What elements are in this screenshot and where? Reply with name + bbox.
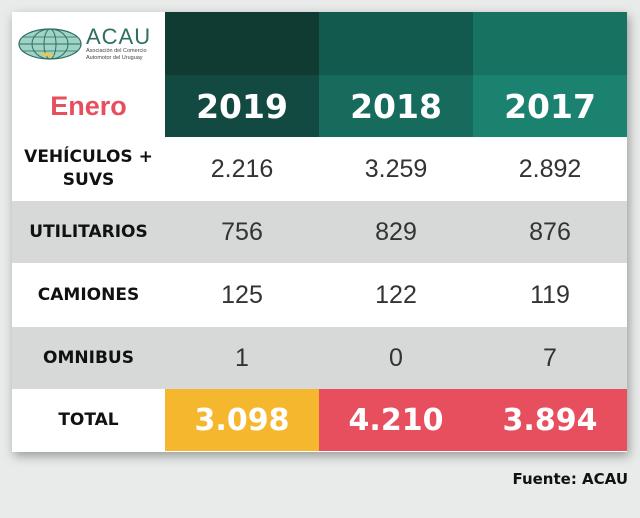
cell-value: 2.216	[210, 154, 274, 183]
year-header-2019: 2019	[165, 75, 319, 137]
table-cell: 2.892	[473, 137, 627, 201]
table-cell: 7	[473, 327, 627, 389]
row-label-line1: VEHÍCULOS +	[24, 147, 153, 168]
row-label-cell: CAMIONES	[12, 263, 165, 327]
row-label: VEHÍCULOS + SUVS	[24, 146, 153, 192]
total-label-cell: TOTAL	[12, 389, 165, 451]
row-label: CAMIONES	[37, 284, 140, 305]
total-cell-2019: 3.098	[165, 389, 319, 451]
table-cell: 0	[319, 327, 473, 389]
table-cell: 125	[165, 263, 319, 327]
total-label: TOTAL	[58, 409, 119, 430]
header-top-2018	[319, 12, 473, 75]
data-table-card: ACAU Asociación del Comercio Automotor d…	[12, 12, 627, 452]
table-cell: 1	[165, 327, 319, 389]
data-table: ACAU Asociación del Comercio Automotor d…	[12, 12, 627, 452]
cell-value: 3.259	[364, 154, 428, 183]
table-cell: 876	[473, 201, 627, 263]
total-value: 3.894	[502, 402, 598, 438]
row-label: UTILITARIOS	[29, 221, 148, 242]
cell-value: 2.892	[518, 154, 582, 183]
logo-subtitle-line2: Automotor del Uruguay	[86, 54, 143, 61]
table-cell: 756	[165, 201, 319, 263]
cell-value: 0	[389, 343, 403, 372]
cell-value: 876	[529, 217, 571, 246]
table-cell: 2.216	[165, 137, 319, 201]
month-cell: Enero	[12, 75, 165, 137]
header-top-2019	[165, 12, 319, 75]
year-label: 2017	[504, 86, 596, 126]
year-header-2017: 2017	[473, 75, 627, 137]
table-cell: 3.259	[319, 137, 473, 201]
total-cell-2018: 4.210	[319, 389, 473, 451]
table-cell: 122	[319, 263, 473, 327]
row-label-cell: VEHÍCULOS + SUVS	[12, 137, 165, 201]
cell-value: 756	[221, 217, 263, 246]
acau-logo: ACAU Asociación del Comercio Automotor d…	[18, 26, 151, 61]
cell-value: 829	[375, 217, 417, 246]
table-cell: 829	[319, 201, 473, 263]
year-header-2018: 2018	[319, 75, 473, 137]
source-caption: Fuente: ACAU	[512, 470, 628, 488]
row-label: OMNIBUS	[43, 347, 134, 368]
logo-subtitle-line1: Asociación del Comercio	[86, 48, 147, 55]
cell-value: 7	[543, 343, 557, 372]
cell-value: 125	[221, 280, 263, 309]
cell-value: 119	[530, 280, 570, 309]
logo-cell: ACAU Asociación del Comercio Automotor d…	[12, 12, 165, 75]
table-cell: 119	[473, 263, 627, 327]
total-value: 3.098	[194, 402, 290, 438]
row-label-cell: OMNIBUS	[12, 327, 165, 389]
header-top-2017	[473, 12, 627, 75]
cell-value: 1	[235, 343, 249, 372]
row-label-cell: UTILITARIOS	[12, 201, 165, 263]
total-cell-2017: 3.894	[473, 389, 627, 451]
globe-icon	[18, 27, 82, 60]
logo-name: ACAU	[86, 24, 152, 50]
year-label: 2018	[350, 86, 442, 126]
cell-value: 122	[375, 280, 417, 309]
row-label-line2: SUVS	[62, 170, 115, 190]
year-label: 2019	[196, 86, 288, 126]
total-value: 4.210	[348, 402, 444, 438]
month-label: Enero	[50, 90, 127, 121]
